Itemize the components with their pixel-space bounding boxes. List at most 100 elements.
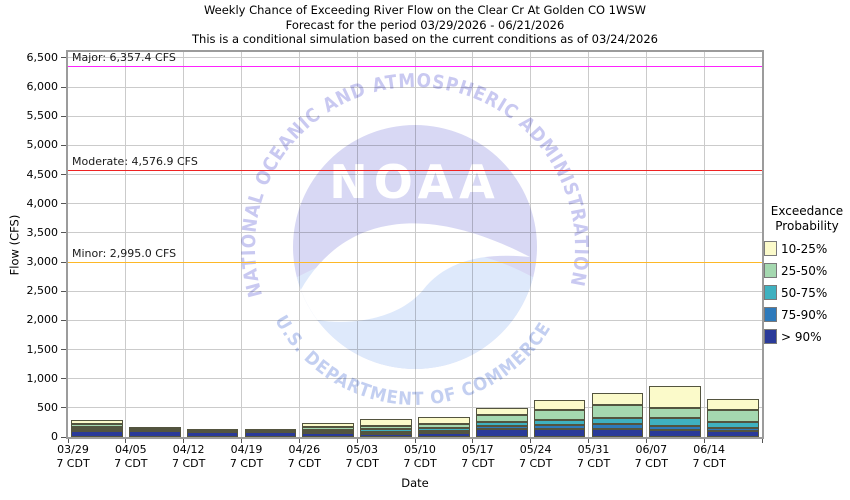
bar-segment-5075 [418, 428, 470, 431]
x-tick-label: 04/05 7 CDT [114, 443, 148, 470]
bar-segment-2550 [707, 409, 759, 422]
y-tick-label: 5,500 [26, 109, 59, 123]
x-tick [298, 439, 300, 443]
y-tick-label: 1,000 [26, 371, 59, 385]
y-tick [61, 232, 66, 234]
bar-segment-90 [475, 429, 528, 437]
bar-segment-5075 [707, 421, 759, 428]
bar-segment-5075 [475, 421, 528, 426]
y-tick [61, 349, 66, 350]
bar-segment-7590 [418, 430, 470, 434]
x-tick [472, 439, 474, 443]
y-tick [61, 407, 66, 409]
bar-segment-90 [128, 431, 181, 437]
bar-segment-2550 [418, 423, 470, 429]
y-tick [61, 86, 66, 88]
y-tick [61, 436, 66, 438]
y-tick [61, 290, 66, 292]
bar-segment-7590 [533, 424, 586, 430]
x-tick [761, 439, 763, 443]
chart-title: Weekly Chance of Exceeding River Flow on… [203, 3, 647, 17]
legend-label: 50-75% [781, 285, 828, 300]
legend-item: > 90% [764, 329, 850, 344]
legend-swatch-icon [764, 285, 777, 300]
x-tick-label: 04/19 7 CDT [229, 443, 264, 470]
bar-segment-7590 [360, 431, 412, 435]
legend-item: 50-75% [764, 285, 850, 300]
threshold-line-moderate [68, 169, 762, 171]
threshold-line-major [68, 65, 762, 67]
y-tick-label: 6,500 [26, 50, 59, 64]
noaa-watermark-logo: NOAA NATIONAL OCEANIC AND ATMOSPHERIC AD… [238, 70, 591, 410]
noaa-wordmark: NOAA [329, 155, 501, 209]
x-tick [645, 439, 647, 443]
y-tick-label: 3,000 [26, 255, 59, 268]
y-tick-label: 4,500 [26, 167, 59, 181]
y-tick-label: 0 [51, 430, 58, 443]
y-tick [61, 57, 66, 59]
bar-segment-1025 [302, 422, 355, 428]
exceedance-legend: Exceedance Probability 10-25% 25-50% 50-75… [764, 204, 850, 351]
bar-segment-90 [649, 430, 702, 437]
x-tick-label: 06/14 7 CDT [692, 443, 726, 470]
bar-segment-90 [186, 431, 239, 437]
y-tick-label: 3,500 [26, 225, 59, 239]
x-tick [530, 439, 532, 443]
legend-swatch-icon [764, 241, 777, 256]
bar-segment-1025 [649, 386, 702, 408]
y-tick-label: 6,000 [26, 80, 59, 93]
bar-segment-90 [360, 434, 412, 437]
legend-items: 10-25% 25-50% 50-75% 75-90% > 90% [764, 241, 850, 344]
legend-label: 75-90% [781, 307, 828, 322]
x-tick [356, 439, 358, 443]
legend-swatch-icon [764, 263, 777, 278]
x-tick [703, 439, 705, 443]
x-tick-label: 05/03 7 CDT [345, 443, 379, 470]
legend-label: 25-50% [781, 263, 828, 278]
plot-area: NOAA NATIONAL OCEANIC AND ATMOSPHERIC AD… [68, 51, 762, 437]
x-tick-label: 05/10 7 CDT [403, 443, 437, 470]
bar-segment-7590 [591, 423, 644, 429]
legend-item: 75-90% [764, 307, 850, 322]
x-tick [414, 439, 416, 443]
bar-segment-7590 [475, 425, 528, 430]
bar-segment-1025 [533, 400, 586, 410]
bar-segment-5075 [302, 429, 355, 432]
x-tick [67, 439, 69, 443]
bar-segment-1025 [591, 392, 644, 405]
y-tick [61, 144, 66, 146]
legend-title: Exceedance Probability [764, 204, 850, 234]
bar-segment-7590 [707, 427, 759, 431]
legend-title-line1: Exceedance [770, 204, 844, 218]
x-tick [241, 439, 242, 443]
legend-item: 10-25% [764, 241, 850, 256]
x-tick [125, 439, 127, 443]
threshold-label-major: Major: 6,357.4 CFS [72, 51, 176, 65]
bar-segment-2550 [533, 409, 586, 421]
legend-label: 10-25% [781, 241, 828, 256]
bar-segment-90 [71, 430, 123, 437]
y-tick [61, 203, 66, 205]
x-axis-title: Date [401, 476, 429, 490]
legend-item: 25-50% [764, 263, 850, 278]
v-gridline [183, 52, 185, 437]
legend-swatch-icon [764, 329, 777, 344]
legend-title-line2: Probability [775, 219, 839, 233]
bar-segment-2550 [649, 407, 702, 418]
noaa-emblem-bird [293, 223, 530, 322]
bar-segment-2550 [302, 427, 355, 430]
x-tick-label: 04/12 7 CDT [171, 443, 206, 470]
bar-segment-5075 [649, 417, 702, 426]
v-gridline [241, 52, 242, 437]
threshold-label-minor: Minor: 2,995.0 CFS [72, 247, 177, 261]
y-tick [61, 319, 66, 321]
v-gridline [703, 52, 705, 437]
x-tick-label: 03/29 7 CDT [56, 443, 90, 470]
bar-segment-90 [707, 430, 759, 437]
bar-segment-90 [591, 428, 644, 437]
bar-segment-1025 [707, 399, 759, 410]
threshold-label-moderate: Moderate: 4,576.9 CFS [72, 155, 198, 168]
x-tick-label: 05/31 7 CDT [576, 443, 611, 470]
y-tick-label: 4,000 [26, 196, 59, 210]
